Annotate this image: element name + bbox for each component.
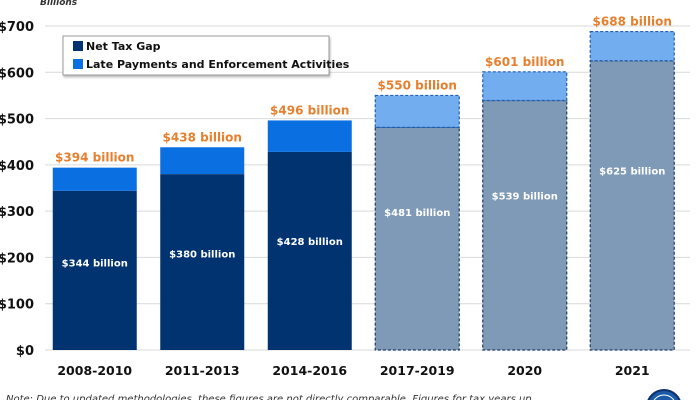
y-tick-label: $500 (0, 113, 34, 128)
bar-net-tax-gap (374, 126, 460, 351)
bar-net-tax-gap (267, 151, 352, 350)
unit-label: Billions (40, 0, 78, 8)
legend-box (62, 35, 330, 76)
bar-inner-label: $344 billion (62, 258, 128, 269)
bar-late-payments (374, 94, 460, 128)
bar-total-label: $688 billion (593, 15, 672, 29)
bar-inner-label: $380 billion (169, 249, 235, 260)
bar-total-label: $394 billion (55, 151, 134, 165)
bar-total-label: $550 billion (378, 78, 457, 92)
bar-inner-label: $428 billion (277, 237, 343, 248)
x-tick-label: 2011-2013 (165, 363, 240, 378)
legend-label-net-tax-gap: Net Tax Gap (86, 40, 161, 53)
x-tick-label: 2017-2019 (380, 363, 455, 378)
y-tick-label: $200 (0, 251, 34, 266)
seal-logo (647, 389, 681, 400)
x-tick-label: 2021 (615, 363, 650, 378)
legend: Net Tax Gap Late Payments and Enforcemen… (62, 35, 350, 76)
y-tick-label: $100 (0, 298, 34, 313)
bar-late-payments (589, 30, 675, 62)
bar-net-tax-gap (589, 60, 675, 351)
bar-net-tax-gap (482, 99, 568, 351)
y-tick-label: $400 (0, 159, 34, 174)
footnote: Note: Due to updated methodologies, thes… (6, 394, 532, 400)
bar-late-payments (160, 147, 245, 175)
bar-total-label: $601 billion (485, 55, 564, 69)
y-tick-label: $0 (16, 344, 34, 359)
x-tick-label: 2020 (507, 363, 542, 378)
y-tick-label: $300 (0, 205, 34, 220)
bar-inner-label: $539 billion (492, 191, 558, 202)
legend-swatch-net-tax-gap (73, 41, 83, 51)
bar-late-payments (52, 167, 137, 191)
y-axis-ticks: $0 $100 $200 $300 $400 $500 $600 $700 (0, 20, 34, 359)
bar-total-label: $496 billion (270, 103, 349, 117)
bar-late-payments (267, 120, 352, 152)
x-tick-label: 2008-2010 (57, 363, 132, 378)
legend-label-late-payments: Late Payments and Enforcement Activities (86, 58, 350, 71)
bar-late-payments (482, 71, 568, 102)
x-axis-ticks: 2008-2010 2011-2013 2014-2016 2017-2019 2020… (57, 363, 649, 378)
bars: $344 billion $394 billion $380 billion $438… (52, 15, 675, 351)
bar-inner-label: $625 billion (599, 167, 665, 178)
bar-total-label: $438 billion (163, 130, 242, 144)
x-tick-label: 2014-2016 (272, 363, 347, 378)
bar-inner-label: $481 billion (384, 208, 450, 219)
y-tick-label: $700 (0, 20, 34, 35)
bar-net-tax-gap (52, 190, 137, 350)
bar-net-tax-gap (160, 174, 245, 350)
legend-swatch-late-payments (73, 59, 83, 69)
y-tick-label: $600 (0, 66, 34, 81)
